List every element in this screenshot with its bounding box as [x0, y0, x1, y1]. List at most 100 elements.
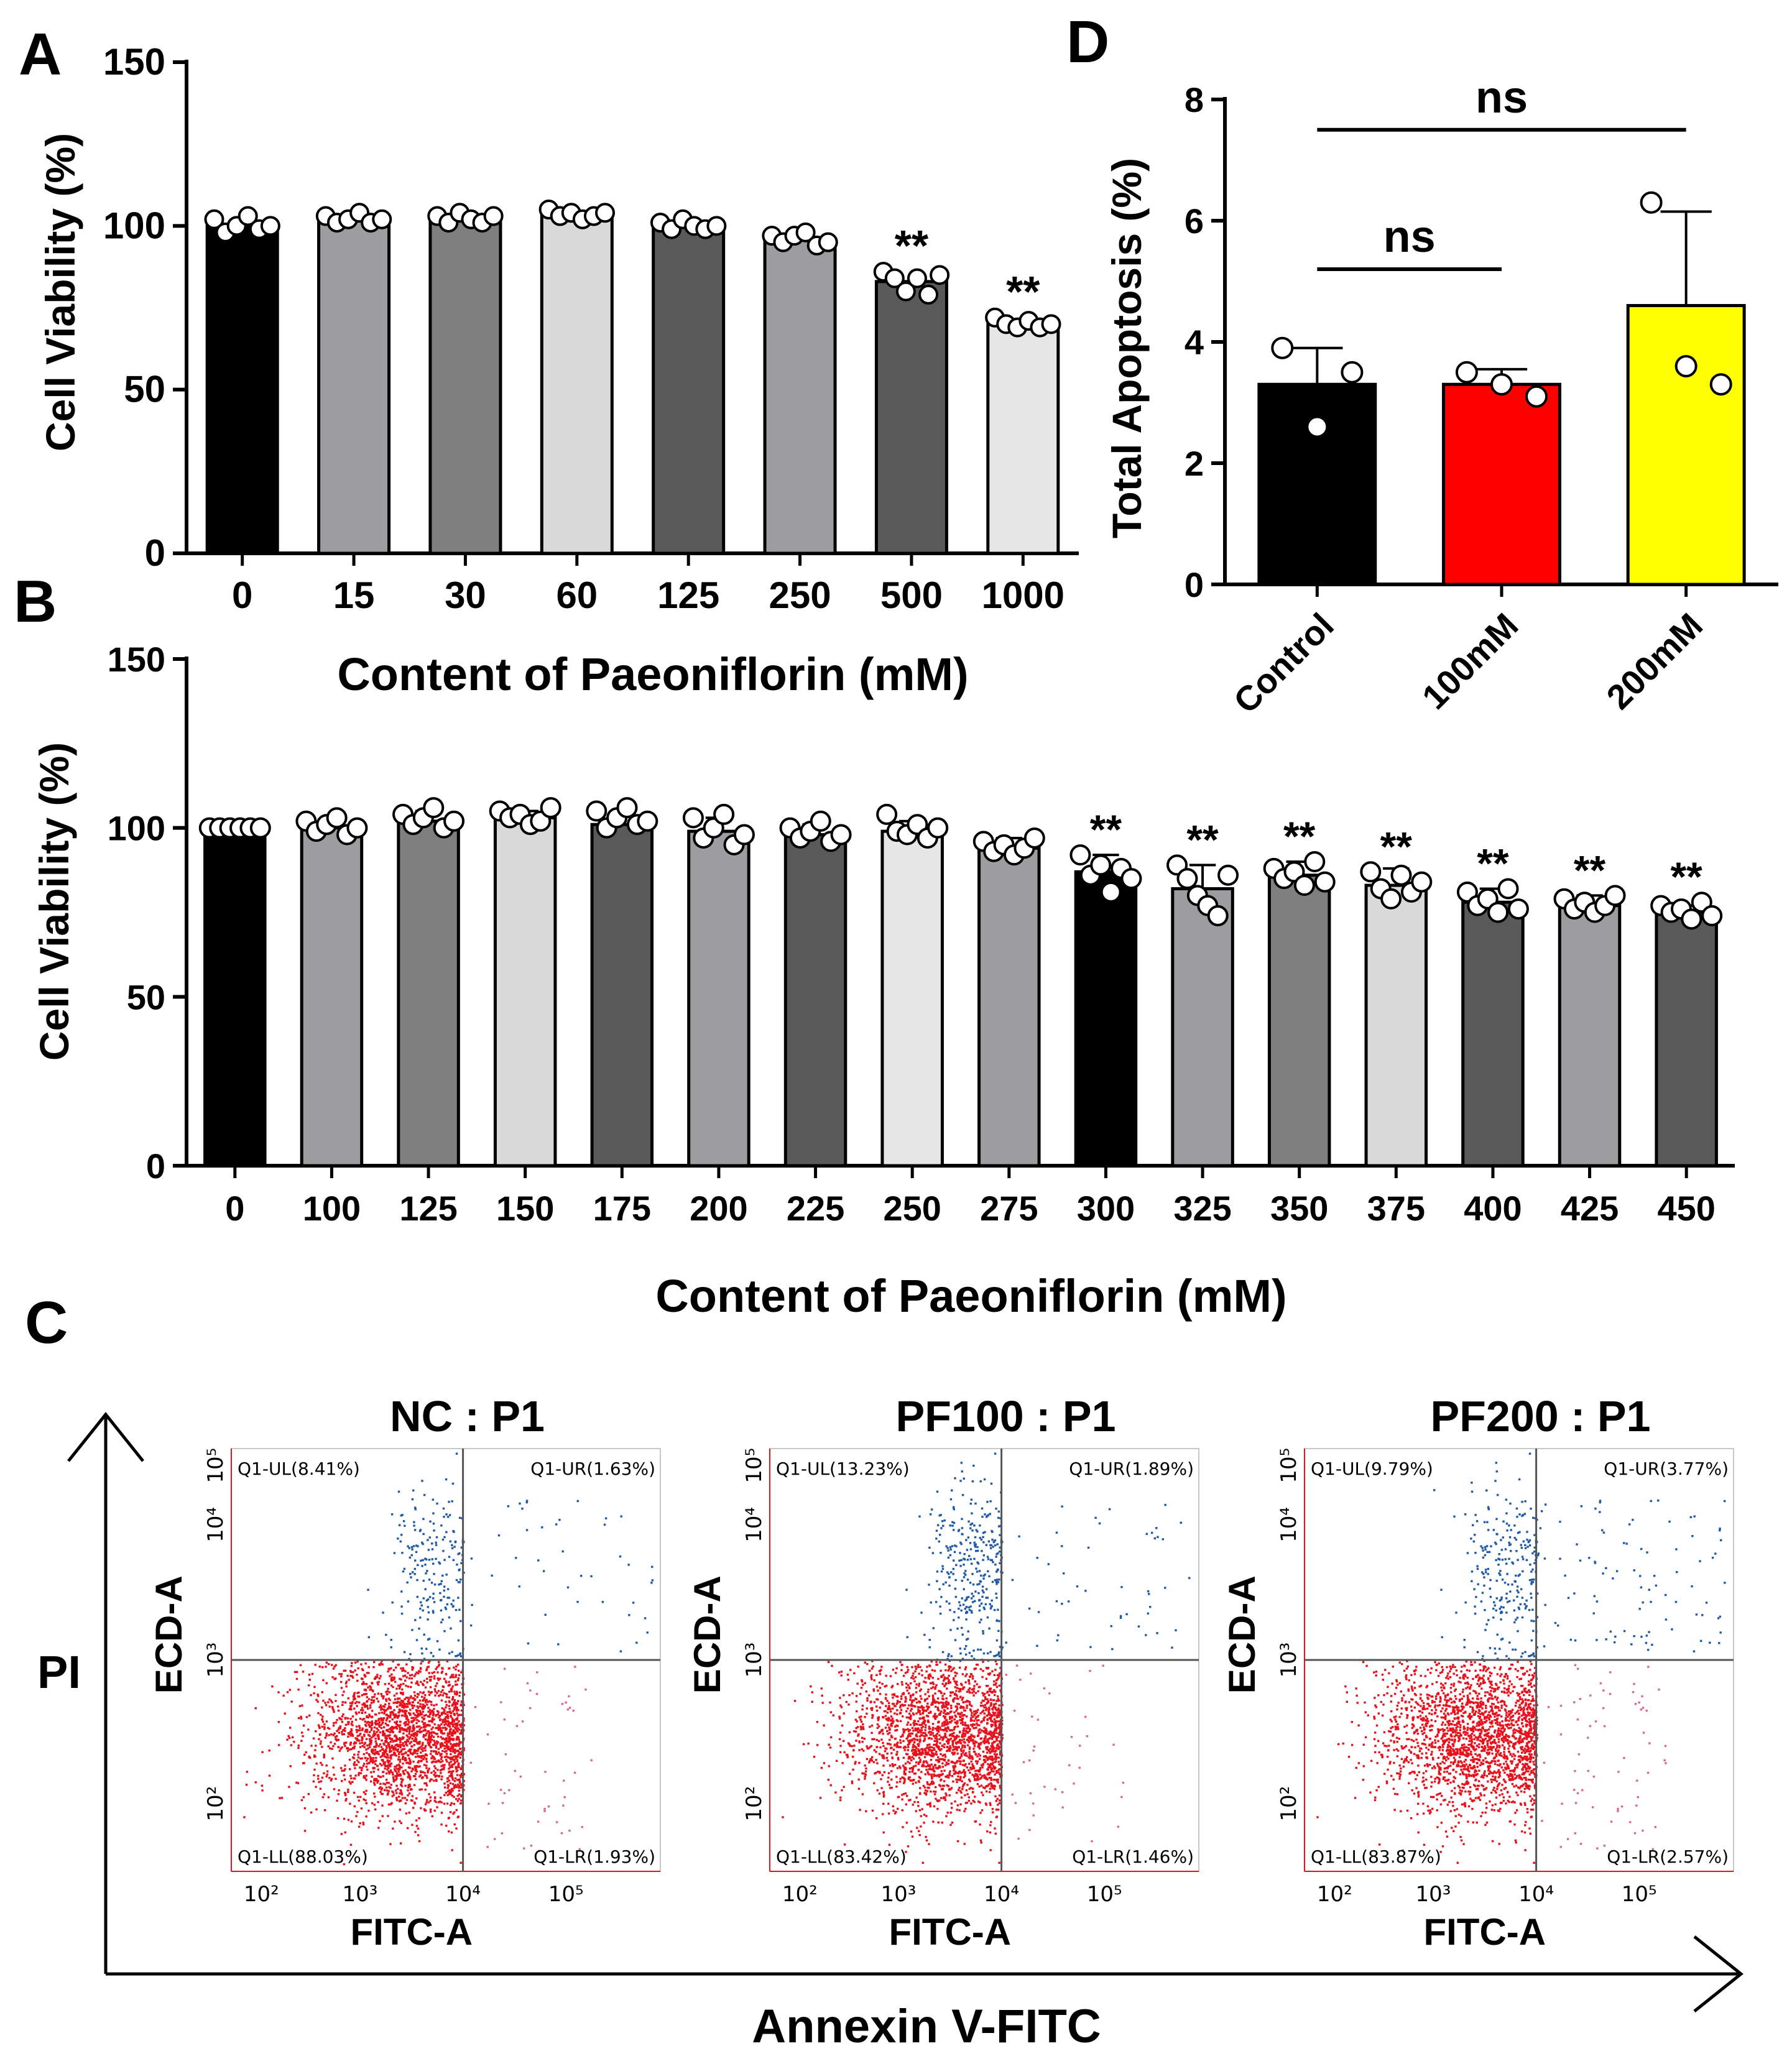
- flow-event-dot: [356, 1700, 358, 1703]
- flow-event-dot: [425, 1648, 428, 1650]
- flow-event-dot: [394, 1715, 397, 1718]
- flow-event-dot: [877, 1717, 879, 1720]
- flow-event-dot: [373, 1779, 376, 1782]
- flow-event-dot: [407, 1719, 409, 1722]
- flow-event-dot: [343, 1733, 346, 1736]
- flow-event-dot: [918, 1792, 921, 1796]
- flow-event-dot: [450, 1760, 453, 1763]
- flow-event-dot: [956, 1749, 958, 1751]
- flow-event-dot: [854, 1761, 857, 1763]
- flow-event-dot: [313, 1774, 315, 1777]
- flow-event-dot: [391, 1718, 394, 1721]
- flow-event-dot: [903, 1768, 906, 1771]
- data-point: [326, 807, 348, 829]
- flow-event-dot: [354, 1711, 358, 1714]
- flow-event-dot: [888, 1717, 890, 1720]
- flow-event-dot: [942, 1737, 944, 1740]
- flow-event-dot: [318, 1726, 321, 1728]
- flow-event-dot: [429, 1520, 432, 1523]
- flow-event-dot: [356, 1810, 359, 1814]
- data-point: [204, 209, 224, 229]
- flow-event-dot: [438, 1760, 441, 1763]
- flow-event-dot: [965, 1730, 968, 1733]
- flow-event-dot: [455, 1737, 458, 1740]
- flow-event-dot: [619, 1555, 622, 1558]
- flow-event-dot: [999, 1787, 1002, 1789]
- flow-event-dot: [445, 1755, 448, 1758]
- flow-event-dot: [400, 1683, 402, 1686]
- flow-event-dot: [442, 1685, 445, 1689]
- flow-event-dot: [420, 1807, 422, 1810]
- flow-event-dot: [379, 1776, 382, 1779]
- flow-event-dot: [376, 1697, 378, 1700]
- flow-event-dot: [349, 1741, 353, 1744]
- flow-event-dot: [406, 1827, 409, 1830]
- flow-event-dot: [949, 1704, 953, 1707]
- flow-event-dot: [999, 1784, 1002, 1787]
- flow-event-dot: [945, 1815, 948, 1817]
- flow-event-dot: [453, 1708, 456, 1711]
- flow-event-dot: [313, 1755, 316, 1758]
- flow-event-dot: [438, 1677, 441, 1680]
- flow-event-dot: [377, 1775, 380, 1777]
- x-tick-label: 150: [496, 1189, 554, 1228]
- flow-event-dot: [350, 1723, 353, 1725]
- flow-event-dot: [440, 1768, 443, 1771]
- flow-event-dot: [454, 1731, 456, 1734]
- flow-event-dot: [433, 1677, 436, 1680]
- flow-event-dot: [839, 1704, 842, 1707]
- flow-event-dot: [963, 1738, 966, 1741]
- flow-event-dot: [397, 1763, 400, 1766]
- flow-event-dot: [431, 1548, 434, 1551]
- flow-event-dot: [968, 1787, 971, 1791]
- flow-event-dot: [368, 1754, 371, 1757]
- flow-event-dot: [858, 1749, 861, 1751]
- flow-event-dot: [460, 1729, 463, 1731]
- flow-event-dot: [445, 1741, 448, 1743]
- flow-event-dot: [322, 1699, 325, 1702]
- flow-event-dot: [861, 1679, 863, 1682]
- flow-event-dot: [644, 1617, 647, 1620]
- flow-event-dot: [400, 1667, 402, 1670]
- flow-event-dot: [920, 1723, 923, 1726]
- flow-event-dot: [379, 1731, 381, 1734]
- flow-event-dot: [392, 1827, 394, 1830]
- flow-event-dot: [353, 1707, 356, 1710]
- flow-event-dot: [395, 1738, 399, 1741]
- flow-event-dot: [418, 1746, 422, 1749]
- flow-event-dot: [344, 1831, 346, 1834]
- flow-event-dot: [880, 1666, 883, 1668]
- flow-event-dot: [458, 1728, 461, 1731]
- flow-event-dot: [416, 1579, 418, 1582]
- flow-event-dot: [912, 1752, 915, 1754]
- flow-event-dot: [909, 1699, 912, 1701]
- flow-event-dot: [332, 1734, 335, 1736]
- flow-event-dot: [560, 1832, 563, 1835]
- flow-event-dot: [964, 1763, 967, 1766]
- flow-event-dot: [976, 1664, 979, 1666]
- flow-event-dot: [424, 1563, 427, 1566]
- flow-event-dot: [851, 1692, 854, 1695]
- flow-event-dot: [991, 1725, 993, 1728]
- flow-event-dot: [996, 1720, 999, 1723]
- flow-event-dot: [995, 1682, 997, 1685]
- flow-event-dot: [843, 1712, 845, 1715]
- flow-event-dot: [887, 1708, 889, 1710]
- flow-event-dot: [367, 1666, 370, 1669]
- flow-event-dot: [924, 1693, 926, 1695]
- flow-event-dot: [982, 1730, 985, 1733]
- data-point: [637, 810, 658, 832]
- flow-event-dot: [451, 1782, 455, 1786]
- flow-event-dot: [573, 1771, 576, 1774]
- flow-event-dot: [326, 1770, 329, 1772]
- flow-event-dot: [580, 1575, 583, 1577]
- flow-event-dot: [460, 1655, 463, 1657]
- flow-event-dot: [457, 1709, 460, 1712]
- flow-event-dot: [440, 1796, 442, 1799]
- flow-event-dot: [917, 1727, 920, 1730]
- flow-event-dot: [542, 1570, 545, 1572]
- flow-event-dot: [377, 1692, 380, 1695]
- flow-event-dot: [973, 1714, 976, 1717]
- flow-event-dot: [993, 1694, 996, 1697]
- flow-event-dot: [999, 1776, 1002, 1778]
